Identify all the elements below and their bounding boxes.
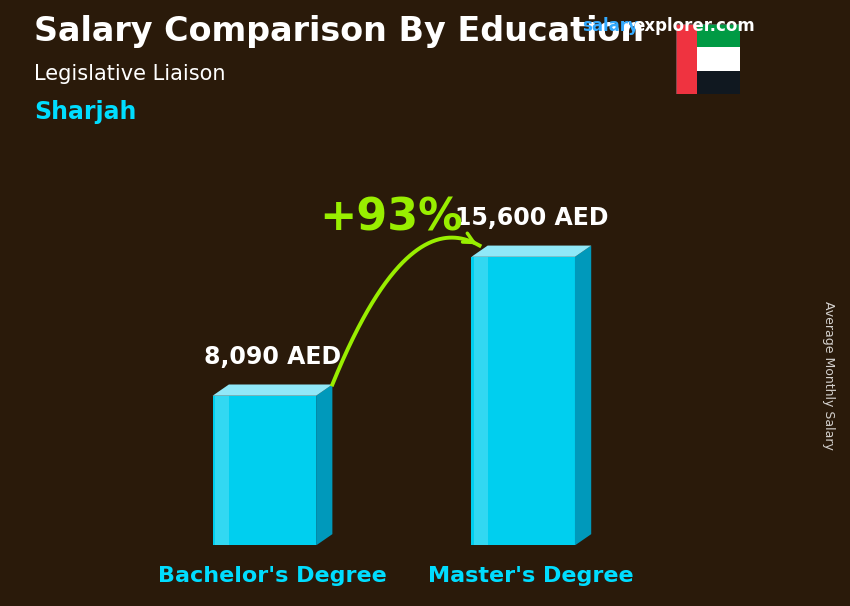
Text: explorer.com: explorer.com xyxy=(633,17,755,35)
Polygon shape xyxy=(472,257,575,545)
Text: Sharjah: Sharjah xyxy=(34,100,136,124)
Text: 8,090 AED: 8,090 AED xyxy=(204,345,341,368)
Text: Master's Degree: Master's Degree xyxy=(428,567,634,587)
Polygon shape xyxy=(215,396,229,545)
Bar xyxy=(676,24,697,94)
Text: +93%: +93% xyxy=(320,196,463,239)
Text: salary: salary xyxy=(582,17,639,35)
Polygon shape xyxy=(212,384,332,396)
Polygon shape xyxy=(473,257,488,545)
Polygon shape xyxy=(316,384,332,545)
Text: Bachelor's Degree: Bachelor's Degree xyxy=(158,567,387,587)
Polygon shape xyxy=(212,396,316,545)
Polygon shape xyxy=(472,245,592,257)
Text: 15,600 AED: 15,600 AED xyxy=(455,206,608,230)
Text: Salary Comparison By Education: Salary Comparison By Education xyxy=(34,15,644,48)
Text: Average Monthly Salary: Average Monthly Salary xyxy=(822,301,836,450)
Bar xyxy=(697,24,740,47)
Text: Legislative Liaison: Legislative Liaison xyxy=(34,64,225,84)
Bar xyxy=(697,47,740,71)
Polygon shape xyxy=(575,245,592,545)
Bar xyxy=(697,71,740,94)
